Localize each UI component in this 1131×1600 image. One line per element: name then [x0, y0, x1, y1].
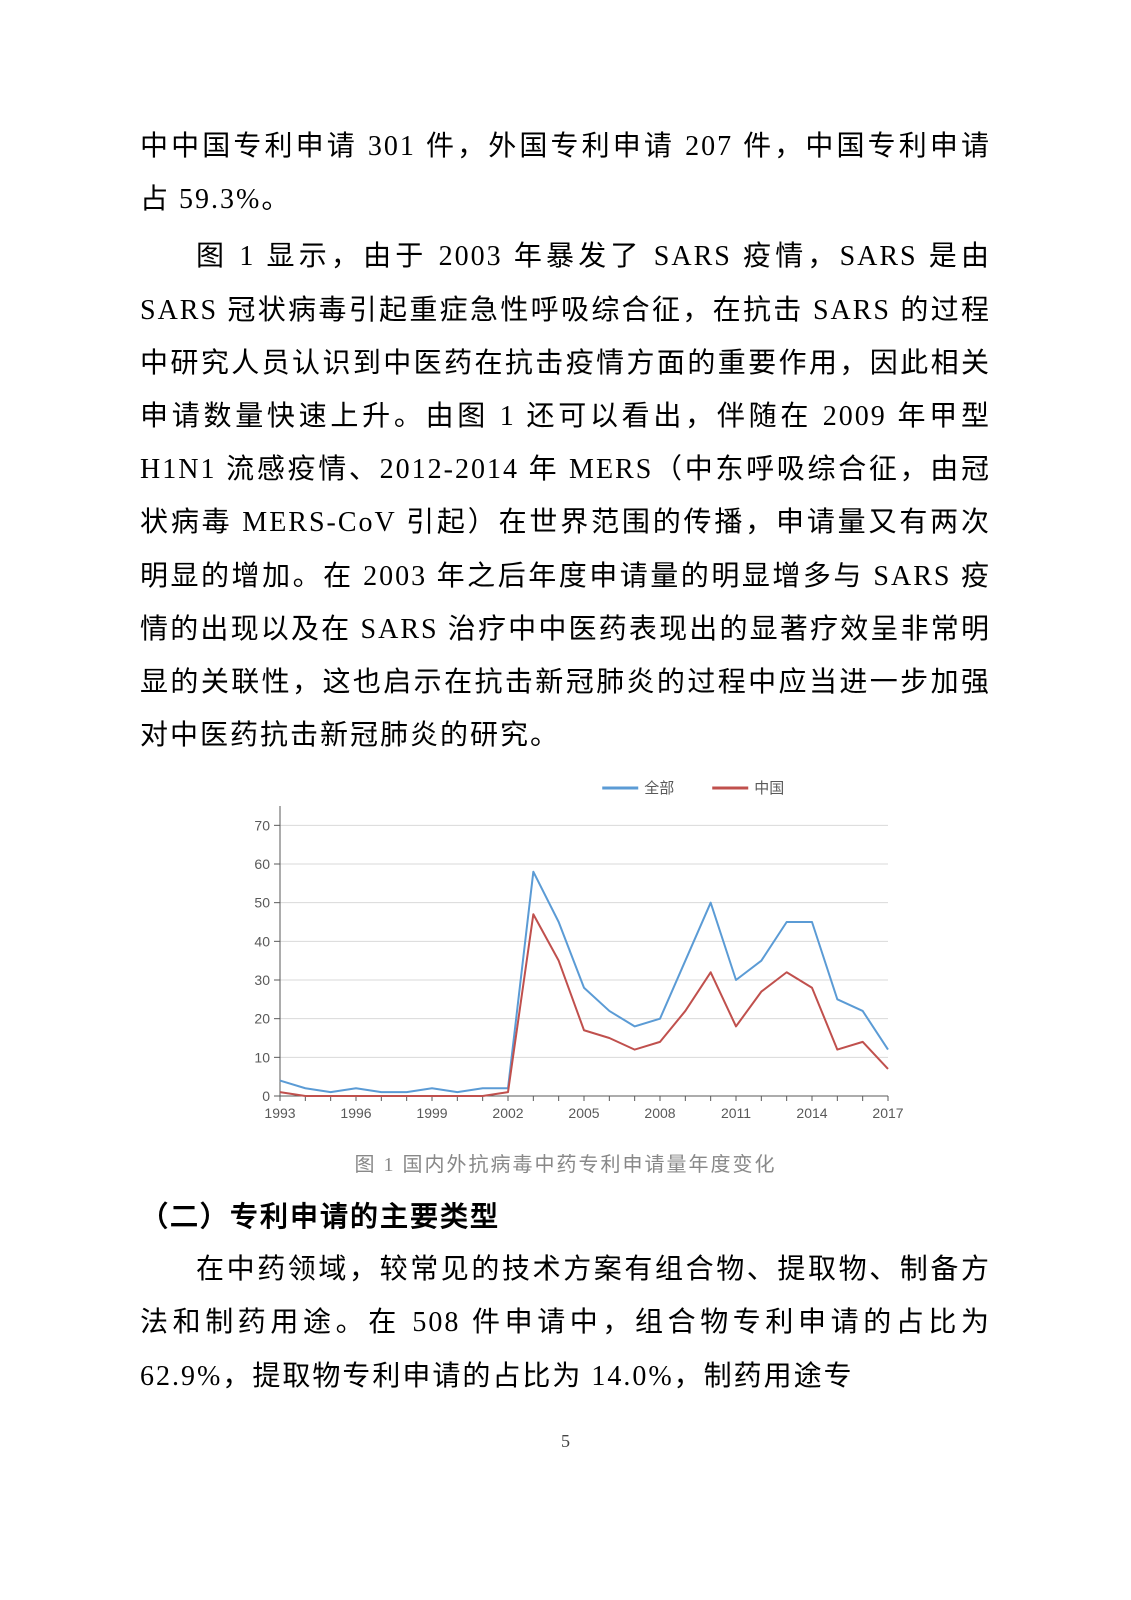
- svg-text:全部: 全部: [644, 779, 674, 797]
- paragraph-3: 在中药领域，较常见的技术方案有组合物、提取物、制备方法和制药用途。在 508 件…: [140, 1243, 991, 1403]
- paragraph-2: 图 1 显示，由于 2003 年暴发了 SARS 疫情，SARS 是由 SARS…: [140, 230, 991, 762]
- paragraph-1: 中中国专利申请 301 件，外国专利申请 207 件，中国专利申请占 59.3%…: [140, 120, 991, 226]
- svg-text:10: 10: [254, 1050, 270, 1066]
- svg-text:70: 70: [254, 818, 270, 834]
- svg-text:2008: 2008: [644, 1105, 675, 1121]
- document-page: 中中国专利申请 301 件，外国专利申请 207 件，中国专利申请占 59.3%…: [0, 0, 1131, 1512]
- svg-text:30: 30: [254, 972, 270, 988]
- svg-text:2014: 2014: [796, 1105, 827, 1121]
- line-chart-svg: 0 10 20 30 40 50 60 70 1993 1996 1999 2002 2005 2008 2…: [226, 776, 906, 1136]
- svg-text:0: 0: [262, 1088, 270, 1104]
- figure-1-chart: 0 10 20 30 40 50 60 70 1993 1996 1999 2002 2005 2008 2…: [226, 776, 906, 1136]
- svg-text:20: 20: [254, 1011, 270, 1027]
- svg-text:中国: 中国: [754, 780, 784, 797]
- svg-text:2005: 2005: [568, 1105, 599, 1121]
- svg-text:40: 40: [254, 934, 270, 950]
- svg-text:1993: 1993: [264, 1105, 295, 1121]
- section-heading-2: （二）专利申请的主要类型: [140, 1195, 991, 1235]
- svg-text:2017: 2017: [872, 1105, 903, 1121]
- svg-text:1999: 1999: [416, 1105, 447, 1121]
- svg-text:50: 50: [254, 895, 270, 911]
- svg-text:1996: 1996: [340, 1105, 371, 1121]
- svg-text:60: 60: [254, 856, 270, 872]
- svg-text:2002: 2002: [492, 1105, 523, 1121]
- figure-1-caption: 图 1 国内外抗病毒中药专利申请量年度变化: [140, 1148, 991, 1177]
- svg-text:2011: 2011: [720, 1105, 750, 1121]
- page-number: 5: [140, 1431, 991, 1452]
